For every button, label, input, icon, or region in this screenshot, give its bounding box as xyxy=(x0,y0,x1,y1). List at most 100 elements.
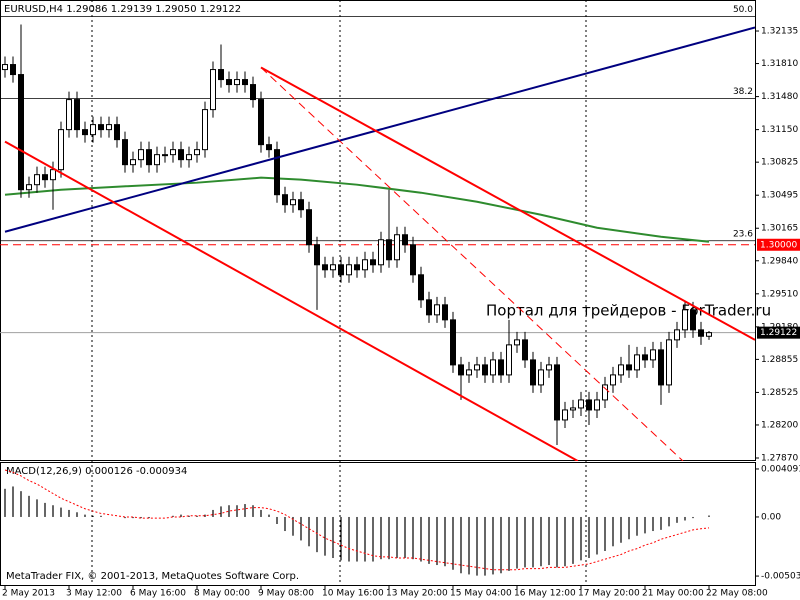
candle-body xyxy=(50,169,56,181)
candle-body xyxy=(578,399,584,409)
x-tick-label: 3 May 12:00 xyxy=(66,589,122,599)
y-tick-label: 1.31150 xyxy=(761,125,798,135)
chart-title: EURUSD,H4 1.29086 1.29139 1.29050 1.2912… xyxy=(4,4,241,15)
candle-body xyxy=(274,149,280,196)
x-tick-label: 17 May 20:00 xyxy=(578,589,640,599)
candle-body xyxy=(314,244,320,266)
candle-body xyxy=(506,344,512,376)
y-tick-label: 1.29510 xyxy=(761,289,798,299)
y-tick-label: 1.28525 xyxy=(761,388,798,398)
y-tick-label: 1.28200 xyxy=(761,420,798,430)
candle-body xyxy=(18,74,24,191)
price-tag xyxy=(757,326,800,339)
candle-body xyxy=(346,264,352,276)
candle-body xyxy=(394,234,400,261)
candle-body xyxy=(418,274,424,301)
candle-body xyxy=(426,299,432,316)
candle-body xyxy=(442,304,448,321)
price-tag xyxy=(757,238,800,251)
candle-body xyxy=(258,99,264,146)
candle-body xyxy=(298,199,304,211)
trendline xyxy=(4,26,755,233)
candle-body xyxy=(618,364,624,376)
x-tick-label: 9 May 08:00 xyxy=(258,589,314,599)
fib-label: 38.2 xyxy=(733,87,753,97)
main-panel-border xyxy=(0,0,756,461)
candle-body xyxy=(530,359,536,386)
fib-label: 23.6 xyxy=(733,229,753,239)
candle-body xyxy=(690,309,696,331)
candle-body xyxy=(82,129,88,136)
candle-body xyxy=(354,264,360,271)
candle-body xyxy=(546,364,552,371)
candle-body xyxy=(610,374,616,386)
x-tick-label: 10 May 16:00 xyxy=(322,589,384,599)
candle-body xyxy=(386,239,392,261)
candle-body xyxy=(554,364,560,421)
candle-body xyxy=(602,384,608,401)
candle-body xyxy=(114,124,120,141)
macd-panel-border xyxy=(0,462,756,586)
y-tick-label: -0.005038 xyxy=(761,572,800,582)
candle-body xyxy=(42,174,48,181)
y-tick-label: 1.30495 xyxy=(761,191,798,201)
candle-body xyxy=(490,359,496,376)
candle-body xyxy=(522,339,528,361)
x-tick-label: 15 May 04:00 xyxy=(450,589,512,599)
candle-body xyxy=(26,184,32,191)
candle-body xyxy=(106,124,112,131)
candle-body xyxy=(514,339,520,346)
trendline xyxy=(4,140,579,461)
candle-body xyxy=(250,84,256,101)
candle-body xyxy=(170,149,176,156)
candle-body xyxy=(34,174,40,186)
x-tick-label: 21 May 00:00 xyxy=(642,589,704,599)
candle-body xyxy=(594,399,600,411)
y-tick-label: 1.31810 xyxy=(761,59,798,69)
candle-body xyxy=(362,259,368,271)
x-tick-label: 16 May 12:00 xyxy=(514,589,576,599)
candle-body xyxy=(338,264,344,276)
x-tick-label: 13 May 20:00 xyxy=(386,589,448,599)
candle-body xyxy=(402,234,408,246)
candle-body xyxy=(666,339,672,386)
trendline xyxy=(260,66,755,341)
candle-body xyxy=(538,369,544,386)
y-tick-label: 1.30165 xyxy=(761,224,798,234)
candle-body xyxy=(162,154,168,157)
candle-body xyxy=(698,329,704,337)
moving-average xyxy=(4,176,710,243)
candle-body xyxy=(66,99,72,131)
candle-body xyxy=(306,209,312,246)
candle-body xyxy=(570,407,576,411)
candle-body xyxy=(98,124,104,131)
candle-body xyxy=(186,154,192,161)
macd-signal xyxy=(4,469,710,571)
candle-body xyxy=(202,109,208,151)
candle-body xyxy=(266,144,272,151)
candle-body xyxy=(226,79,232,86)
candle-body xyxy=(562,409,568,421)
y-tick-label: 1.29840 xyxy=(761,256,798,266)
candle-body xyxy=(178,149,184,161)
candle-body xyxy=(154,154,160,166)
trendline xyxy=(260,67,684,461)
candle-body xyxy=(626,364,632,371)
candle-body xyxy=(458,364,464,376)
y-tick-label: 0.004091 xyxy=(761,464,800,474)
candle-body xyxy=(706,332,712,337)
candle-body xyxy=(586,399,592,411)
candle-body xyxy=(234,79,240,86)
candle-body xyxy=(194,149,200,156)
candle-body xyxy=(410,244,416,276)
candle-body xyxy=(242,79,248,86)
candle-body xyxy=(642,354,648,361)
macd-title: MACD(12,26,9) 0.000126 -0.000934 xyxy=(6,466,187,477)
candle-body xyxy=(498,359,504,376)
candle-body xyxy=(2,64,8,71)
candle-body xyxy=(130,159,136,166)
copyright: MetaTrader FIX, © 2001-2013, MetaQuotes … xyxy=(6,571,299,582)
